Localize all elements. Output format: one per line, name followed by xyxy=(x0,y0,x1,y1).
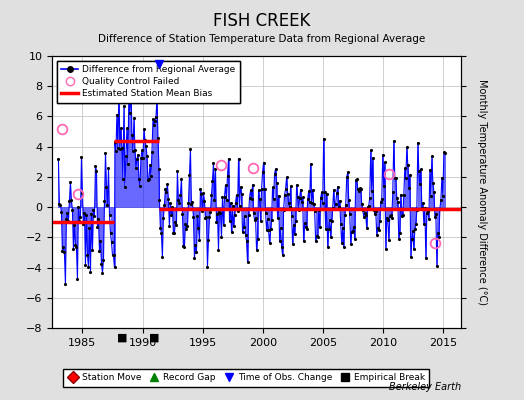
Text: Berkeley Earth: Berkeley Earth xyxy=(389,382,461,392)
Text: Difference of Station Temperature Data from Regional Average: Difference of Station Temperature Data f… xyxy=(99,34,425,44)
Text: FISH CREEK: FISH CREEK xyxy=(213,12,311,30)
Legend: Station Move, Record Gap, Time of Obs. Change, Empirical Break: Station Move, Record Gap, Time of Obs. C… xyxy=(63,369,429,387)
Legend: Difference from Regional Average, Quality Control Failed, Estimated Station Mean: Difference from Regional Average, Qualit… xyxy=(57,60,240,103)
Y-axis label: Monthly Temperature Anomaly Difference (°C): Monthly Temperature Anomaly Difference (… xyxy=(477,79,487,305)
Text: ■: ■ xyxy=(149,333,160,343)
Text: ■: ■ xyxy=(117,333,127,343)
